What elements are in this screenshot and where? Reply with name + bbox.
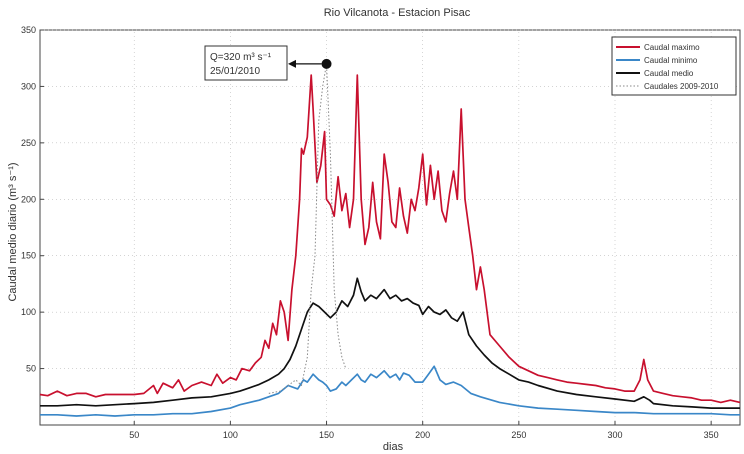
y-tick-label: 300 bbox=[21, 81, 36, 91]
annotation: Q=320 m³ s⁻¹ 25/01/2010 bbox=[204, 45, 332, 81]
x-tick-label: 350 bbox=[704, 430, 719, 440]
y-tick-label: 200 bbox=[21, 194, 36, 204]
x-tick-label: 150 bbox=[319, 430, 334, 440]
series-lines bbox=[39, 63, 741, 417]
x-axis-ticks: 50 100 150 200 250 300 350 bbox=[129, 421, 719, 440]
x-tick-label: 100 bbox=[223, 430, 238, 440]
series-line-caudales-2009-2010 bbox=[268, 63, 347, 394]
annotation-point bbox=[321, 58, 332, 69]
y-tick-label: 350 bbox=[21, 25, 36, 35]
series-line-caudal-medio bbox=[40, 277, 740, 409]
annotation-box bbox=[204, 45, 288, 81]
y-tick-label: 150 bbox=[21, 251, 36, 261]
x-tick-label: 250 bbox=[511, 430, 526, 440]
x-tick-label: 200 bbox=[415, 430, 430, 440]
series-line-caudal-minimo bbox=[40, 365, 740, 417]
plot-area bbox=[39, 29, 741, 426]
series-line-caudal-maximo bbox=[39, 74, 741, 404]
x-axis-label: dias bbox=[383, 441, 404, 453]
legend-label-caudal-minimo: Caudal minimo bbox=[644, 56, 698, 65]
y-tick-label: 100 bbox=[21, 307, 36, 317]
legend-label-caudal-maximo: Caudal maximo bbox=[644, 43, 700, 52]
legend: Caudal maximo Caudal minimo Caudal medio Ca… bbox=[611, 36, 737, 96]
y-tick-label: 250 bbox=[21, 138, 36, 148]
chart-title: Rio Vilcanota - Estacion Pisac bbox=[324, 7, 471, 19]
legend-label-caudales-2009-2010: Caudales 2009-2010 bbox=[644, 82, 719, 91]
annotation-line1: Q=320 m³ s⁻¹ bbox=[210, 52, 272, 63]
annotation-line2: 25/01/2010 bbox=[210, 66, 260, 77]
y-tick-label: 50 bbox=[26, 364, 36, 374]
x-tick-label: 50 bbox=[129, 430, 139, 440]
annotation-arrowhead bbox=[288, 59, 296, 68]
y-axis-label: Caudal medio diario (m³ s⁻¹) bbox=[7, 162, 19, 301]
y-axis-ticks: 50 100 150 200 250 300 350 bbox=[21, 25, 44, 374]
x-tick-label: 300 bbox=[607, 430, 622, 440]
legend-label-caudal-medio: Caudal medio bbox=[644, 69, 694, 78]
grid bbox=[40, 29, 740, 425]
